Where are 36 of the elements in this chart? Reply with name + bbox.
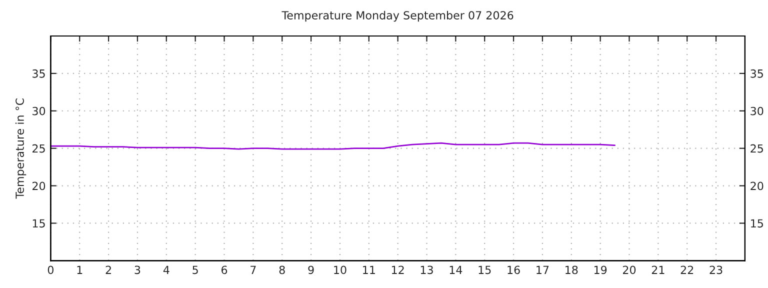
y-tick-label: 20 bbox=[32, 182, 46, 190]
x-tick-label: 22 bbox=[680, 266, 694, 274]
y2-tick-label: 35 bbox=[750, 69, 763, 78]
x-tick-label: 3 bbox=[134, 266, 140, 274]
x-tick-label: 13 bbox=[420, 266, 433, 274]
x-tick-label: 6 bbox=[221, 266, 228, 274]
x-tick-label: 2 bbox=[106, 266, 111, 274]
y2-tick-label: 15 bbox=[751, 219, 763, 228]
y2-tick-label: 30 bbox=[750, 106, 764, 116]
x-tick-label: 1 bbox=[77, 266, 82, 274]
x-tick-label: 20 bbox=[622, 266, 636, 274]
x-tick-label: 18 bbox=[566, 266, 578, 274]
x-tick-label: 5 bbox=[192, 266, 198, 274]
chart-title: Temperature Monday September 07 2026 bbox=[282, 10, 514, 22]
x-tick-label: 19 bbox=[594, 266, 607, 274]
x-tick-label: 21 bbox=[652, 266, 664, 274]
x-tick-label: 8 bbox=[279, 266, 285, 274]
x-tick-label: 9 bbox=[308, 266, 314, 274]
x-tick-label: 11 bbox=[363, 266, 375, 274]
x-tick-label: 23 bbox=[710, 266, 722, 274]
y-tick-label: 25 bbox=[32, 144, 45, 153]
y-tick-label: 15 bbox=[32, 219, 45, 228]
x-tick-label: 14 bbox=[450, 266, 462, 274]
y2-tick-label: 20 bbox=[750, 182, 764, 190]
x-tick-label: 4 bbox=[163, 266, 170, 274]
x-tick-label: 16 bbox=[508, 266, 520, 274]
y-tick-label: 35 bbox=[32, 69, 45, 78]
x-tick-label: 17 bbox=[536, 266, 549, 274]
x-tick-label: 0 bbox=[48, 266, 54, 274]
y-tick-label: 30 bbox=[32, 106, 46, 116]
x-tick-label: 10 bbox=[334, 266, 346, 274]
x-tick-label: 12 bbox=[392, 266, 404, 274]
x-tick-label: 7 bbox=[250, 266, 256, 274]
y-axis-title: Temperature in °C bbox=[15, 98, 26, 199]
x-tick-label: 15 bbox=[478, 266, 491, 274]
y2-tick-label: 25 bbox=[750, 144, 763, 153]
